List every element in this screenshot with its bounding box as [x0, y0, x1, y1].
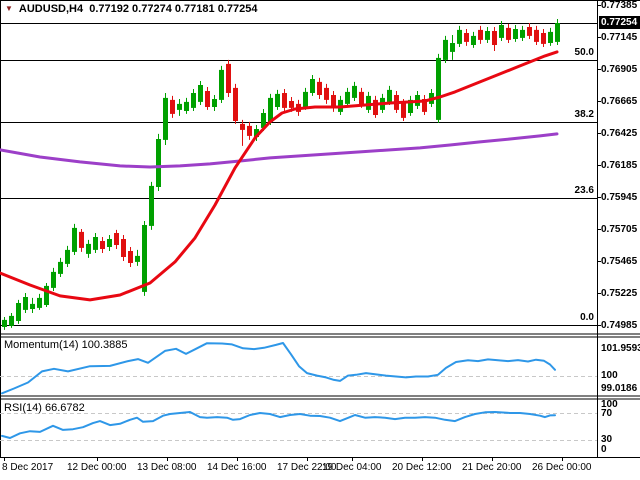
time-tick-label: 13 Dec 08:00 — [137, 462, 197, 473]
indicator-scale-label: 100 — [601, 370, 618, 381]
time-tick-label: 14 Dec 16:00 — [207, 462, 267, 473]
price-tick-label: 0.76425 — [601, 128, 638, 139]
indicator-scale-label: 101.9593 — [601, 343, 640, 354]
fib-level-label: 50.0 — [574, 47, 594, 58]
momentum-label: Momentum(14) 100.3885 — [4, 339, 128, 351]
ma-fast-line — [0, 50, 559, 302]
fib-level-label: 23.6 — [574, 185, 594, 196]
ma-slow-line — [0, 132, 559, 169]
current-price-badge: 0.77254 — [599, 16, 640, 29]
price-tick-label: 0.76185 — [601, 160, 638, 171]
price-tick-label: 0.75225 — [601, 288, 638, 299]
indicator-scale-label: 30 — [601, 434, 613, 445]
time-tick-label: 17 Dec 22:00 — [277, 462, 337, 473]
quote-ohlc: 0.77192 0.77274 0.77181 0.77254 — [89, 3, 258, 15]
rsi-line — [1, 411, 556, 439]
symbol-period: AUDUSD,H4 — [18, 3, 84, 15]
price-tick-label: 0.76905 — [601, 64, 638, 75]
indicator-scale-label: 100 — [601, 399, 618, 410]
price-tick-label: 0.75465 — [601, 256, 638, 267]
price-tick-label: 0.76665 — [601, 96, 638, 107]
rsi-label: RSI(14) 66.6782 — [4, 402, 85, 414]
fib-level-label: 0.0 — [580, 312, 594, 323]
price-tick-label: 0.77145 — [601, 32, 638, 43]
candlesticks — [2, 19, 560, 330]
time-tick-label: 20 Dec 12:00 — [392, 462, 452, 473]
symbol-title-bar: ▼ AUDUSD,H4 0.77192 0.77274 0.77181 0.772… — [5, 3, 257, 15]
time-tick-label: 26 Dec 00:00 — [532, 462, 592, 473]
symbol-marker-icon[interactable]: ▼ — [5, 4, 13, 13]
indicator-scale-label: 99.0186 — [601, 383, 638, 394]
time-tick-label: 21 Dec 20:00 — [462, 462, 522, 473]
fib-level-label: 38.2 — [574, 109, 594, 120]
time-tick-label: 8 Dec 2017 — [2, 462, 54, 473]
price-tick-label: 0.74985 — [601, 320, 638, 331]
time-tick-label: 12 Dec 00:00 — [67, 462, 127, 473]
momentum-line — [1, 342, 556, 395]
indicator-scale-label: 70 — [601, 408, 613, 419]
price-tick-label: 0.75945 — [601, 192, 638, 203]
price-tick-label: 0.77385 — [601, 0, 638, 11]
indicator-scale-label: 0 — [601, 444, 607, 455]
price-tick-label: 0.75705 — [601, 224, 638, 235]
time-tick-label: 19 Dec 04:00 — [322, 462, 382, 473]
